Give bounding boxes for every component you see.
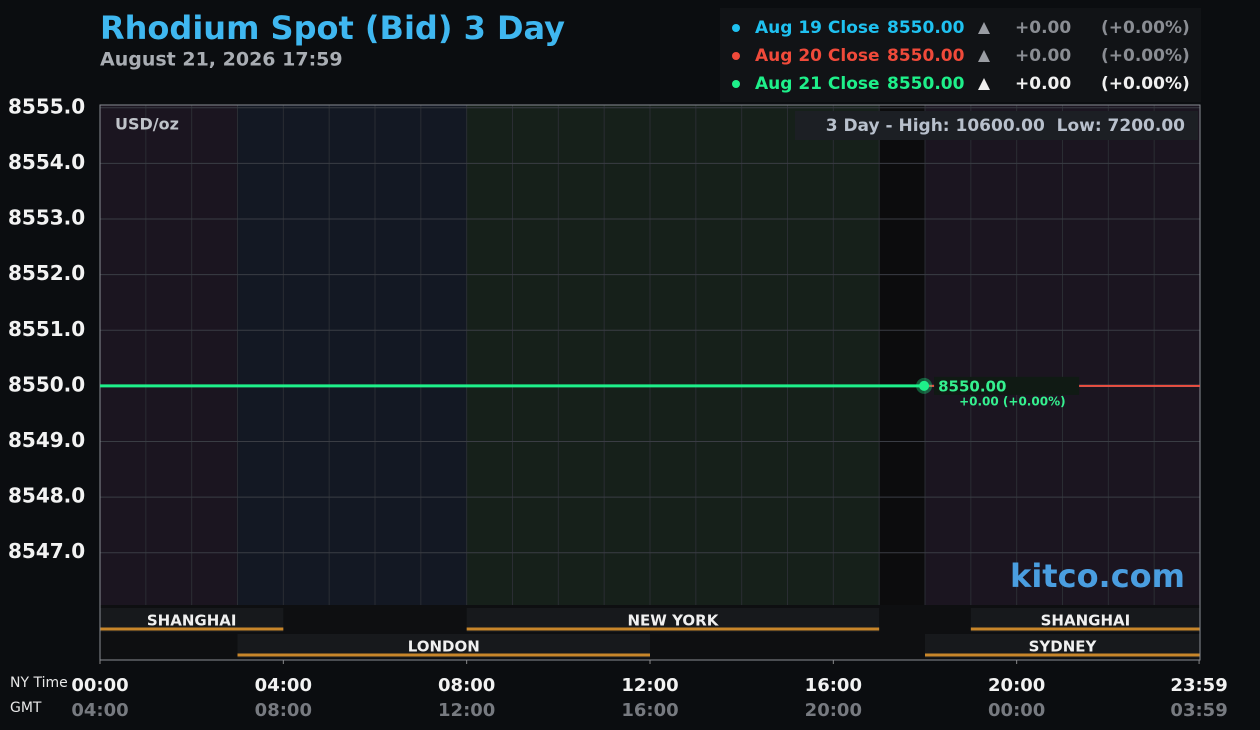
last-value-label: 8550.00 xyxy=(938,377,1006,395)
session-label: SHANGHAI xyxy=(147,612,237,630)
legend-marker xyxy=(732,52,740,60)
y-tick-label: 8555.0 xyxy=(8,94,85,118)
x-tick-label: 16:00 xyxy=(805,675,862,696)
x-row-label: GMT xyxy=(10,700,42,716)
y-tick-label: 8551.0 xyxy=(8,317,85,341)
session-band xyxy=(466,105,880,605)
legend-marker xyxy=(732,80,740,88)
legend-arrow xyxy=(978,22,990,34)
gmt-tick-label: 08:00 xyxy=(255,700,312,721)
x-tick-label: 04:00 xyxy=(255,675,312,696)
y-tick-label: 8550.0 xyxy=(8,372,85,396)
gmt-tick-label: 16:00 xyxy=(621,700,678,721)
last-label-box xyxy=(934,376,1080,395)
session-label: SYDNEY xyxy=(1029,638,1098,656)
chart-subtitle: August 21, 2026 17:59 xyxy=(100,49,343,71)
last-point xyxy=(919,380,930,391)
x-tick-label: 23:59 xyxy=(1170,675,1227,696)
session-band xyxy=(237,105,467,605)
legend-close: 8550.00 xyxy=(887,74,965,94)
legend-change: +0.00 xyxy=(1015,74,1071,94)
x-tick-label: 00:00 xyxy=(71,675,128,696)
legend-arrow xyxy=(978,78,990,90)
y-tick-label: 8552.0 xyxy=(8,261,85,285)
session-label: SHANGHAI xyxy=(1041,612,1131,630)
session-band xyxy=(879,105,925,605)
y-tick-label: 8547.0 xyxy=(8,539,85,563)
gmt-tick-label: 00:00 xyxy=(988,700,1045,721)
legend-marker xyxy=(732,24,740,32)
last-change-label: +0.00 (+0.00%) xyxy=(959,394,1065,408)
x-tick-label: 08:00 xyxy=(438,675,495,696)
session-label: LONDON xyxy=(408,638,480,656)
legend-close: 8550.00 xyxy=(887,18,965,38)
gmt-tick-label: 20:00 xyxy=(805,700,862,721)
legend-label: Aug 21 Close xyxy=(755,74,880,94)
gmt-tick-label: 03:59 xyxy=(1170,700,1227,721)
y-tick-label: 8548.0 xyxy=(8,484,85,508)
x-tick-label: 12:00 xyxy=(621,675,678,696)
chart-title: Rhodium Spot (Bid) 3 Day xyxy=(100,9,565,47)
gmt-tick-label: 12:00 xyxy=(438,700,495,721)
watermark: kitco.com xyxy=(1010,557,1185,595)
legend-change-pct: (+0.00%) xyxy=(1101,74,1190,94)
y-tick-label: 8549.0 xyxy=(8,428,85,452)
legend-label: Aug 19 Close xyxy=(755,18,880,38)
gmt-tick-label: 04:00 xyxy=(71,700,128,721)
y-tick-label: 8553.0 xyxy=(8,206,85,230)
session-band xyxy=(100,105,238,605)
legend-change-pct: (+0.00%) xyxy=(1101,46,1190,66)
legend-box xyxy=(720,8,1201,102)
range-note: 3 Day - High: 10600.00 Low: 7200.00 xyxy=(826,116,1185,136)
legend-label: Aug 20 Close xyxy=(755,46,880,66)
y-tick-label: 8554.0 xyxy=(8,150,85,174)
legend-change: +0.00 xyxy=(1015,18,1071,38)
range-box xyxy=(795,111,1198,140)
legend-arrow xyxy=(978,50,990,62)
legend-close: 8550.00 xyxy=(887,46,965,66)
legend-change-pct: (+0.00%) xyxy=(1101,18,1190,38)
legend-change: +0.00 xyxy=(1015,46,1071,66)
plot-border xyxy=(99,104,1201,661)
x-tick-label: 20:00 xyxy=(988,675,1045,696)
y-unit: USD/oz xyxy=(115,115,179,134)
session-label: NEW YORK xyxy=(628,612,720,630)
x-row-label: NY Time xyxy=(10,675,68,691)
